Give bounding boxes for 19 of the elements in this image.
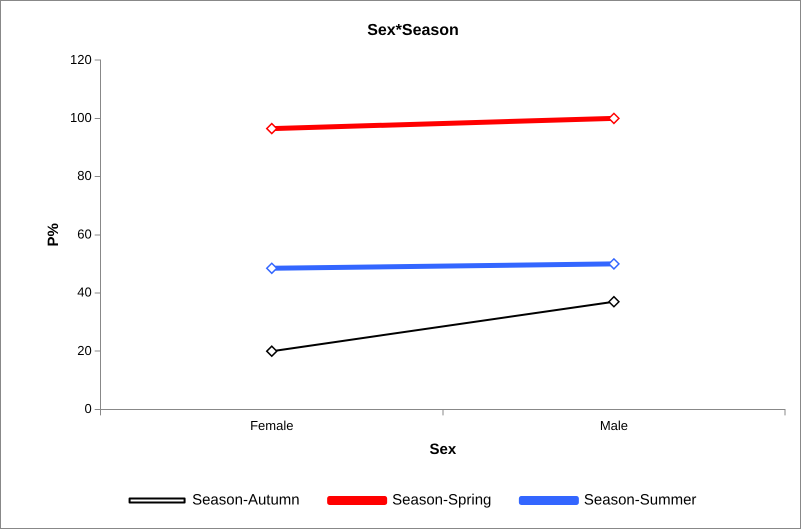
- y-tick-label: 60: [77, 226, 92, 242]
- legend-label: Season-Spring: [392, 492, 492, 509]
- chart-title: Sex*Season: [367, 22, 459, 40]
- point: [608, 296, 620, 308]
- point: [608, 112, 620, 124]
- legend-label: Season-Autumn: [192, 492, 300, 509]
- y-axis-title: P%: [45, 223, 62, 246]
- y-tick-label: 80: [77, 168, 92, 184]
- x-axis-title: Sex: [429, 441, 457, 458]
- y-tick-label: 0: [84, 400, 92, 416]
- y-tick-label: 120: [70, 52, 92, 67]
- x-tick-label: Female: [250, 418, 294, 433]
- y-tick-label: 40: [77, 284, 92, 300]
- point: [266, 345, 278, 357]
- x-tick-label: Male: [600, 418, 628, 433]
- legend-label: Season-Summer: [584, 492, 696, 509]
- y-tick-label: 20: [77, 342, 92, 358]
- point: [608, 258, 620, 270]
- y-tick-label: 100: [70, 110, 92, 125]
